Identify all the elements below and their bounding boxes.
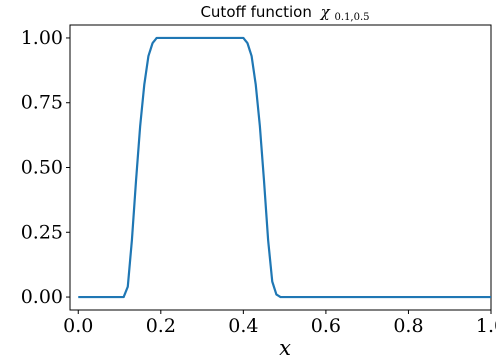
x-tick-label: 0.0 [63, 315, 93, 337]
x-tick-label: 1.0 [476, 315, 496, 337]
chart-title-prefix: Cutoff function [200, 3, 311, 21]
x-axis-ticks: 0.0 0.2 0.4 0.6 0.8 1.0 [63, 310, 496, 337]
y-tick-label: 0.25 [21, 221, 63, 243]
x-axis-label: x [279, 336, 291, 360]
x-tick-label: 0.8 [393, 315, 423, 337]
chart-title-symbol: χ [320, 3, 331, 21]
y-tick-label: 1.00 [21, 27, 63, 49]
chart-title: Cutoff function χ 0.1,0.5 [200, 3, 369, 23]
y-tick-label: 0.00 [21, 286, 63, 308]
series-line-0 [77, 36, 492, 299]
y-tick-label: 0.50 [21, 157, 63, 179]
x-tick-label: 0.2 [146, 315, 176, 337]
plot-frame [69, 24, 492, 311]
plot-area [69, 24, 492, 311]
y-tick-label: 0.75 [21, 92, 63, 114]
x-tick-label: 0.4 [228, 315, 258, 337]
y-axis-ticks: 0.00 0.25 0.50 0.75 1.00 [21, 27, 70, 308]
chart-title-subscript: 0.1,0.5 [335, 12, 370, 23]
x-tick-label: 0.6 [311, 315, 341, 337]
